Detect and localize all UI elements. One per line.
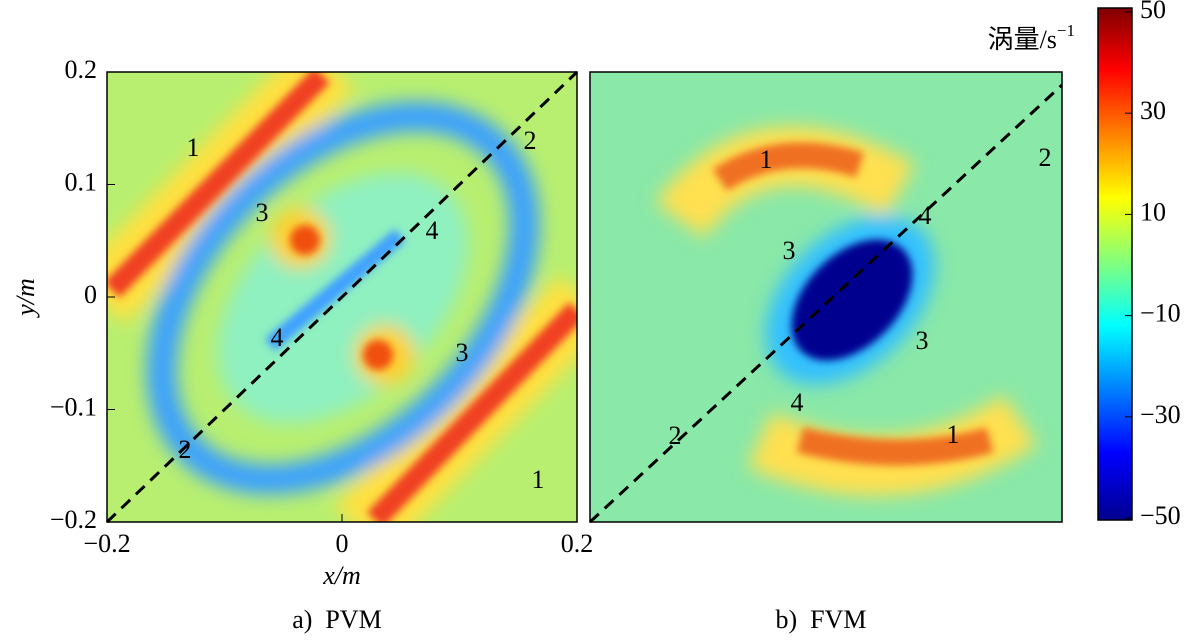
colorbar-tick-label: −50 (1140, 501, 1181, 530)
annotation: 4 (791, 388, 804, 417)
annotation: 3 (783, 236, 796, 265)
annotation: 4 (426, 216, 439, 245)
annotation: 2 (669, 421, 682, 450)
y-tick-label: −0.1 (50, 392, 97, 421)
y-axis-label: y/m (11, 278, 40, 319)
x-tick-label: 0.2 (561, 529, 594, 558)
annotation: 2 (524, 126, 537, 155)
annotation: 2 (1039, 143, 1052, 172)
colorbar-label: 涡量/s−1 (988, 21, 1075, 54)
x-tick-label: −0.2 (83, 529, 130, 558)
annotation: 4 (919, 201, 932, 230)
x-axis-label: x/m (322, 561, 361, 590)
annotation: 2 (179, 435, 192, 464)
annotation: 1 (187, 133, 200, 162)
y-tick-label: −0.2 (50, 505, 97, 534)
colorbar-label-text: 涡量/s (988, 25, 1057, 54)
annotation: 1 (532, 465, 545, 494)
colorbar (1097, 7, 1133, 521)
colorbar-tick-label: −30 (1140, 400, 1181, 429)
caption: b) FVM (775, 605, 866, 634)
annotation: 1 (760, 145, 773, 174)
field-b (590, 72, 1062, 522)
colorbar-tick-label: 30 (1140, 96, 1166, 125)
y-tick-label: 0.1 (65, 167, 98, 196)
frame-b (589, 71, 1063, 523)
x-tick-label: 0 (336, 529, 349, 558)
diagonal (588, 83, 1064, 524)
colorbar-tick-label: 50 (1140, 0, 1166, 24)
annotation: 3 (916, 326, 929, 355)
annotation: 3 (456, 338, 469, 367)
y-tick-label: 0.2 (65, 55, 98, 84)
colorbar-tick-label: −10 (1140, 299, 1181, 328)
diagonal (105, 70, 579, 524)
colorbar-label-sup: −1 (1057, 21, 1075, 40)
annotation: 4 (271, 323, 284, 352)
caption: a) PVM (292, 605, 382, 634)
annotation: 3 (256, 198, 269, 227)
colorbar-tick-label: 10 (1140, 197, 1166, 226)
y-tick-label: 0 (84, 280, 97, 309)
annotation: 1 (947, 420, 960, 449)
